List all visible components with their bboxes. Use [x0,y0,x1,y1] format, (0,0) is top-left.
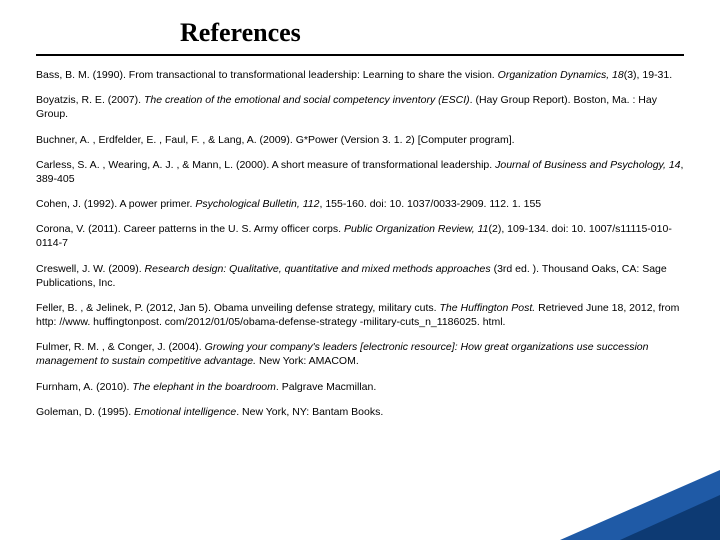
ref-pre: Corona, V. (2011). Career patterns in th… [36,223,344,235]
ref-italic: Emotional intelligence [134,406,236,418]
ref-post: , 155-160. doi: 10. 1037/0033-2909. 112.… [319,198,541,210]
reference-item: Creswell, J. W. (2009). Research design:… [36,262,684,290]
ref-italic: The elephant in the boardroom [132,381,276,393]
reference-item: Feller, B. , & Jelinek, P. (2012, Jan 5)… [36,301,684,329]
reference-item: Furnham, A. (2010). The elephant in the … [36,380,684,394]
ref-pre: Buchner, A. , Erdfelder, E. , Faul, F. ,… [36,134,515,146]
reference-item: Carless, S. A. , Wearing, A. J. , & Mann… [36,158,684,186]
ref-pre: Feller, B. , & Jelinek, P. (2012, Jan 5)… [36,302,439,314]
reference-item: Corona, V. (2011). Career patterns in th… [36,222,684,250]
ref-italic: Public Organization Review, 11 [344,223,489,235]
corner-triangle-dark [620,495,720,540]
ref-italic: Journal of Business and Psychology, 14 [495,159,680,171]
reference-item: Bass, B. M. (1990). From transactional t… [36,68,684,82]
ref-post: . Palgrave Macmillan. [276,381,376,393]
ref-italic: The Huffington Post. [439,302,538,314]
ref-italic: Research design: Qualitative, quantitati… [145,263,494,275]
reference-item: Fulmer, R. M. , & Conger, J. (2004). Gro… [36,340,684,368]
ref-post: New York: AMACOM. [259,355,359,367]
ref-italic: Psychological Bulletin, 112 [195,198,319,210]
ref-pre: Goleman, D. (1995). [36,406,134,418]
ref-pre: Boyatzis, R. E. (2007). [36,94,144,106]
ref-post: (3), 19-31. [624,69,672,81]
reference-item: Goleman, D. (1995). Emotional intelligen… [36,405,684,419]
ref-italic: The creation of the emotional and social… [144,94,470,106]
ref-pre: Furnham, A. (2010). [36,381,132,393]
reference-item: Cohen, J. (1992). A power primer. Psycho… [36,197,684,211]
ref-italic: Organization Dynamics, 18 [498,69,624,81]
reference-item: Buchner, A. , Erdfelder, E. , Faul, F. ,… [36,133,684,147]
references-list: Bass, B. M. (1990). From transactional t… [0,56,720,419]
ref-pre: Creswell, J. W. (2009). [36,263,145,275]
ref-pre: Cohen, J. (1992). A power primer. [36,198,195,210]
reference-item: Boyatzis, R. E. (2007). The creation of … [36,93,684,121]
ref-pre: Carless, S. A. , Wearing, A. J. , & Mann… [36,159,495,171]
page-title: References [0,0,720,54]
ref-pre: Fulmer, R. M. , & Conger, J. (2004). [36,341,205,353]
ref-post: . New York, NY: Bantam Books. [236,406,383,418]
ref-pre: Bass, B. M. (1990). From transactional t… [36,69,498,81]
